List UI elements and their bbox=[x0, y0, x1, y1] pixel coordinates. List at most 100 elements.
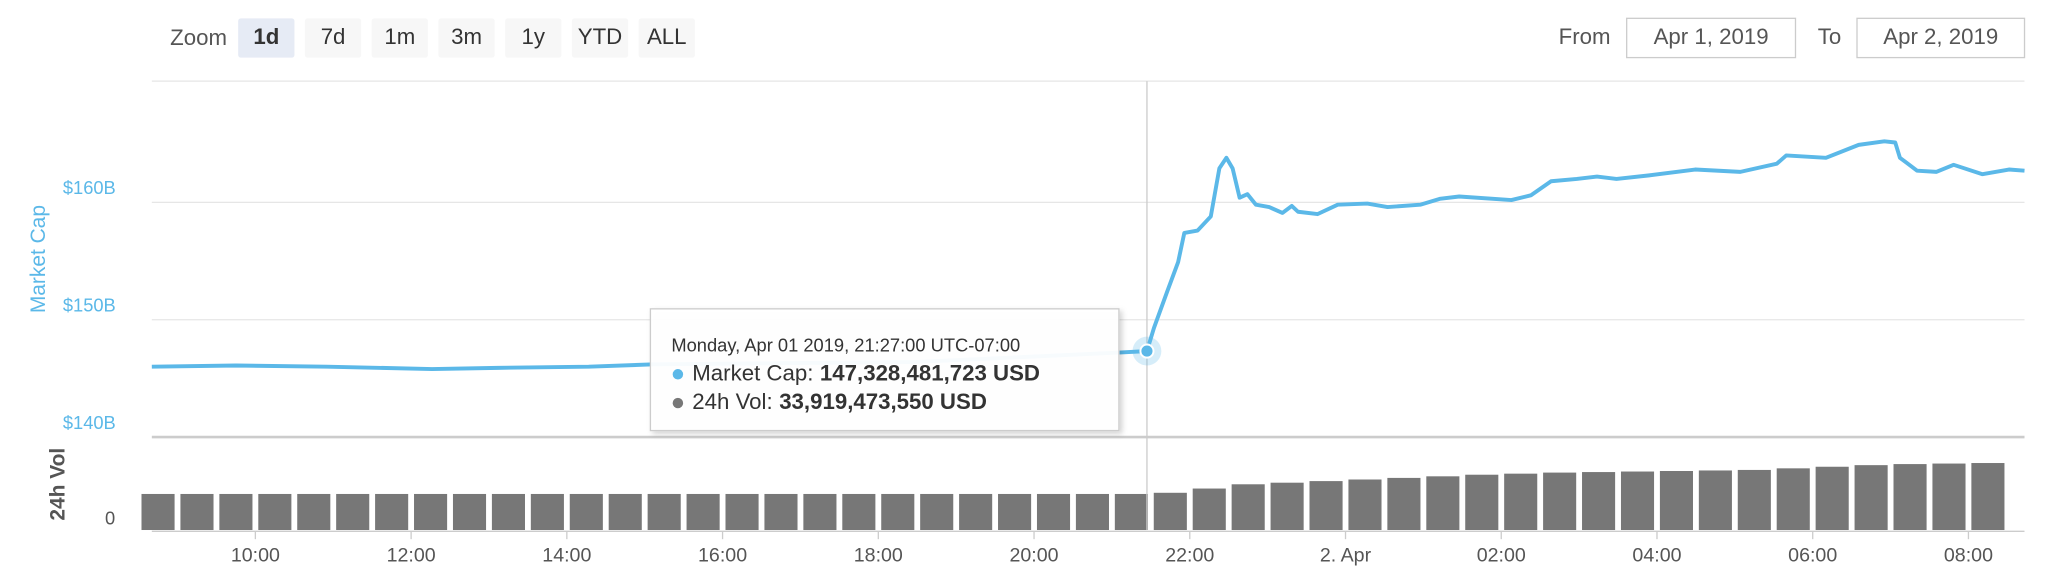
volume-bar bbox=[647, 493, 681, 531]
zoom-button-label[interactable]: ALL bbox=[647, 24, 687, 49]
y2-tick-label: 0 bbox=[105, 507, 115, 528]
volume-bar bbox=[1854, 465, 1888, 531]
zoom-button[interactable] bbox=[638, 18, 695, 58]
volume-bar bbox=[141, 493, 175, 531]
zoom-button[interactable] bbox=[505, 18, 562, 58]
volume-bar bbox=[1270, 482, 1304, 531]
volume-bar bbox=[1698, 470, 1732, 531]
volume-bar bbox=[1192, 488, 1226, 531]
volume-bar bbox=[375, 493, 409, 531]
volume-bar bbox=[258, 493, 292, 531]
volume-bar bbox=[180, 493, 214, 531]
volume-bar bbox=[1075, 493, 1109, 531]
zoom-button-label[interactable]: 1y bbox=[522, 24, 546, 49]
tooltip-row: 24h Vol: 33,919,473,550 USD bbox=[692, 389, 987, 414]
zoom-button[interactable] bbox=[438, 18, 495, 58]
volume-bar bbox=[1504, 473, 1538, 531]
x-tick-label: 06:00 bbox=[1788, 544, 1837, 566]
volume-bar bbox=[1153, 492, 1187, 531]
volume-bar bbox=[530, 493, 564, 531]
volume-bar bbox=[959, 493, 993, 531]
x-tick-label: 04:00 bbox=[1632, 544, 1681, 566]
volume-bar bbox=[881, 493, 915, 531]
volume-bar bbox=[1737, 469, 1771, 531]
x-tick-label: 08:00 bbox=[1944, 544, 1993, 566]
volume-bar bbox=[1620, 471, 1655, 531]
x-tick-label: 16:00 bbox=[698, 544, 747, 566]
volume-bar bbox=[998, 493, 1032, 531]
x-tick-label: 2. Apr bbox=[1320, 544, 1372, 566]
tooltip-title: Monday, Apr 01 2019, 21:27:00 UTC-07:00 bbox=[671, 335, 1020, 356]
volume-bar bbox=[1387, 477, 1421, 531]
x-tick-label: 10:00 bbox=[231, 544, 280, 566]
y-tick-label: $160B bbox=[63, 177, 116, 198]
volume-bar bbox=[686, 493, 720, 531]
tooltip-row-name: Market Cap: bbox=[692, 360, 813, 385]
volume-bar bbox=[1114, 493, 1148, 531]
volume-bar bbox=[1815, 466, 1849, 531]
volume-bar bbox=[1231, 484, 1265, 531]
volume-bar bbox=[1971, 463, 2005, 531]
zoom-label: Zoom bbox=[170, 25, 227, 50]
volume-bar bbox=[920, 493, 954, 531]
y-tick-label: $140B bbox=[63, 412, 116, 433]
zoom-button-label[interactable]: 1d bbox=[253, 24, 279, 49]
volume-bar bbox=[764, 493, 798, 531]
volume-bar bbox=[1465, 474, 1499, 531]
volume-bar bbox=[1348, 479, 1382, 531]
volume-bar bbox=[725, 493, 759, 531]
volume-bar bbox=[414, 493, 448, 531]
zoom-button[interactable] bbox=[371, 18, 428, 58]
tooltip-row: Market Cap: 147,328,481,723 USD bbox=[692, 360, 1040, 385]
tooltip-box bbox=[649, 308, 1120, 432]
tooltip-row-name: 24h Vol: bbox=[692, 389, 772, 414]
volume-bar bbox=[1036, 493, 1071, 531]
zoom-button-label[interactable]: 3m bbox=[451, 24, 482, 49]
zoom-button-label[interactable]: 7d bbox=[321, 24, 346, 49]
tooltip-bullet bbox=[672, 397, 684, 409]
zoom-button[interactable] bbox=[304, 18, 362, 58]
volume-bar bbox=[297, 493, 331, 531]
volume-bar bbox=[452, 493, 487, 531]
volume-bar bbox=[1893, 464, 1927, 531]
x-tick-label: 02:00 bbox=[1477, 544, 1526, 566]
volume-bar bbox=[1426, 476, 1460, 531]
zoom-button-label[interactable]: 1m bbox=[384, 24, 415, 49]
volume-bar bbox=[1659, 470, 1693, 531]
volume-bar bbox=[608, 493, 642, 531]
volume-bar bbox=[803, 493, 837, 531]
to-label: To bbox=[1818, 24, 1841, 49]
to-input[interactable] bbox=[1856, 17, 2026, 59]
x-tick-label: 18:00 bbox=[854, 544, 903, 566]
from-value[interactable]: Apr 1, 2019 bbox=[1654, 24, 1769, 49]
volume-bar bbox=[1543, 472, 1577, 531]
y-axis-title: Market Cap bbox=[27, 205, 50, 313]
zoom-button[interactable] bbox=[571, 18, 629, 58]
volume-bar bbox=[1582, 472, 1616, 531]
volume-bar bbox=[842, 493, 876, 531]
volume-bar bbox=[219, 493, 253, 531]
zoom-button[interactable] bbox=[238, 18, 295, 58]
volume-bar bbox=[1932, 463, 1966, 531]
volume-bar bbox=[1776, 468, 1810, 531]
tooltip-row-value: 33,919,473,550 USD bbox=[779, 389, 987, 414]
to-value[interactable]: Apr 2, 2019 bbox=[1883, 24, 1998, 49]
volume-bar bbox=[491, 493, 525, 531]
volume-bar bbox=[336, 493, 370, 531]
volume-bar bbox=[1309, 481, 1343, 531]
from-label: From bbox=[1559, 24, 1611, 49]
volume-bar bbox=[569, 493, 603, 531]
tooltip-bullet bbox=[672, 369, 684, 380]
hover-point bbox=[1139, 343, 1155, 359]
x-tick-label: 12:00 bbox=[387, 544, 436, 566]
tooltip-row-value: 147,328,481,723 USD bbox=[820, 360, 1040, 385]
from-input[interactable] bbox=[1626, 17, 1797, 59]
zoom-button-label[interactable]: YTD bbox=[578, 24, 622, 49]
x-tick-label: 14:00 bbox=[542, 544, 591, 566]
x-tick-label: 20:00 bbox=[1010, 544, 1059, 566]
x-tick-label: 22:00 bbox=[1165, 544, 1214, 566]
y-tick-label: $150B bbox=[63, 294, 116, 315]
y2-axis-title: 24h Vol bbox=[46, 448, 69, 521]
